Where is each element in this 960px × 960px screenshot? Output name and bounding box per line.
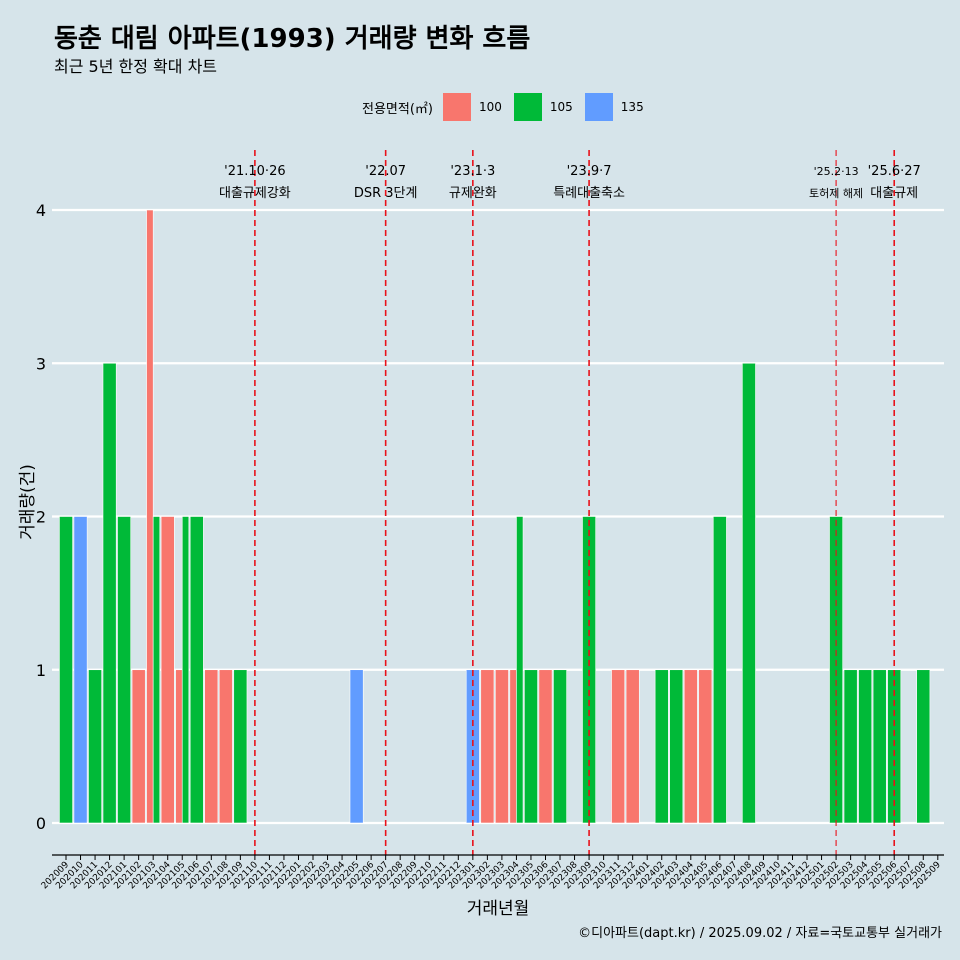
bar-202504-105 [858,669,873,824]
bar-202304-100 [509,669,517,824]
legend-label-100: 100 [478,100,502,114]
event-date-202309: '23.9·7 [567,164,612,179]
bar-202302-100 [480,669,495,824]
y-tick-label: 4 [36,201,46,220]
bar-202104-100 [160,516,175,824]
bar-202010-135 [73,516,88,824]
legend-swatch-100 [442,93,471,121]
event-label-202309: 특례대출축소 [553,186,625,201]
bar-202503-105 [843,669,858,824]
bar-202106-105 [189,516,204,824]
bar-202306-100 [538,669,553,824]
bar-202105-105 [181,516,190,824]
bar-202312-100 [625,669,640,824]
event-date-202301: '23.1·3 [450,164,495,179]
bar-202505-105 [872,669,887,824]
bar-202012-105 [102,362,117,824]
source-caption: ©디아파트(dapt.kr) / 2025.09.02 / 자료=국토교통부 실… [578,926,942,941]
legend-swatch-135 [584,93,613,121]
bar-202101-105 [117,516,132,824]
bar-202102-100 [131,669,146,824]
bar-202303-100 [494,669,509,824]
bar-202009-105 [59,516,73,824]
y-tick-label: 3 [36,354,46,373]
bar-202103-105 [152,516,161,824]
event-label-202502: 토허제 해제 [809,186,863,200]
event-label-202110: 대출규제강화 [219,186,291,201]
y-tick-label: 1 [36,661,46,680]
event-lines: '21.10·26 대출규제강화 '22.07 DSR 3단계 '23.1·3 규제완화 '… [219,150,921,855]
bar-202103-100 [146,209,154,824]
bar-202109-105 [233,669,248,824]
bar-202105-100 [175,669,183,824]
bar-202405-100 [698,669,713,824]
event-date-202502: '25.2·13 [814,165,859,178]
bar-202311-100 [611,669,626,824]
legend-item-135: 135 [584,93,644,121]
y-tick-label: 0 [36,814,46,833]
legend-item-105: 105 [513,93,573,121]
bar-202305-105 [524,669,538,824]
bar-202404-100 [683,669,698,824]
event-date-202506: '25.6·27 [868,164,921,179]
chart-title: 동춘 대림 아파트(1993) 거래량 변화 흐름 [54,24,531,54]
bars [59,209,931,824]
bar-202108-100 [218,669,233,824]
event-label-202506: 대출규제 [870,186,918,201]
legend-label-105: 105 [549,100,573,114]
bar-202304-105 [516,516,524,824]
legend-swatch-105 [513,93,542,121]
event-date-202110: '21.10·26 [224,164,285,179]
bar-202107-100 [204,669,219,824]
bar-202508-105 [916,669,931,824]
legend: 전용면적(㎡) 100 105 135 [362,92,656,122]
x-axis-title: 거래년월 [467,899,530,919]
event-label-202301: 규제완화 [449,186,497,201]
bar-202406-105 [712,516,727,824]
event-label-202207: DSR 3단계 [354,186,418,201]
bar-202402-105 [654,669,669,824]
bar-202403-105 [669,669,684,824]
legend-label-135: 135 [620,100,644,114]
bar-202011-105 [88,669,102,824]
bar-202307-105 [553,669,567,824]
chart-subtitle: 최근 5년 한정 확대 차트 [54,57,218,76]
legend-item-100: 100 [442,93,502,121]
y-tick-label: 2 [36,508,46,527]
bar-202205-135 [349,669,364,824]
event-date-202207: '22.07 [365,164,406,179]
legend-title: 전용면적(㎡) [362,101,433,117]
bar-202408-105 [742,362,756,824]
y-axis-title: 거래량(건) [18,464,38,540]
